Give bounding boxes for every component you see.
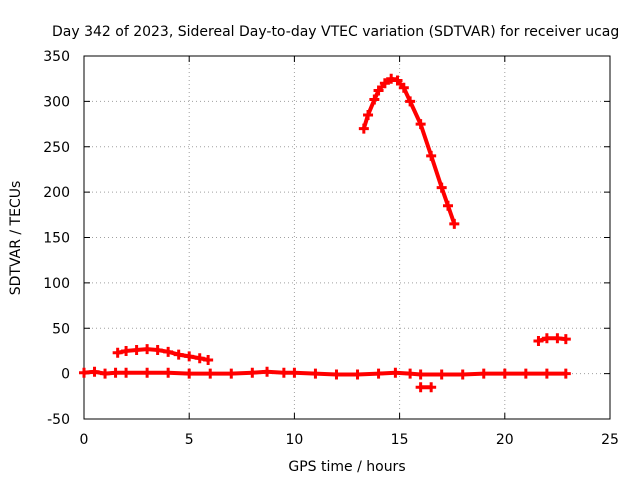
- data-point: [457, 369, 468, 380]
- x-tick-label: 10: [285, 432, 303, 448]
- x-axis-label: GPS time / hours: [288, 459, 405, 475]
- data-point: [405, 96, 416, 107]
- data-point: [152, 345, 163, 356]
- data-point: [173, 349, 184, 360]
- x-tick-label: 0: [80, 432, 89, 448]
- x-tick-label: 5: [185, 432, 194, 448]
- data-point: [131, 345, 142, 356]
- data-point: [205, 368, 216, 379]
- y-tick-label: 250: [43, 140, 70, 156]
- data-point: [369, 94, 380, 105]
- data-point: [203, 355, 214, 366]
- data-point: [415, 382, 426, 393]
- gridlines: [84, 56, 610, 419]
- data-point: [358, 123, 369, 134]
- data-point: [194, 353, 205, 364]
- data-point: [552, 333, 563, 344]
- data-point: [426, 150, 437, 161]
- data-point: [142, 367, 153, 378]
- y-tick-label: 200: [43, 185, 70, 201]
- data-point: [89, 366, 100, 377]
- data-point: [363, 109, 374, 120]
- x-tick-label: 15: [391, 432, 409, 448]
- data-point: [436, 182, 447, 193]
- data-point: [390, 367, 401, 378]
- data-point: [560, 334, 571, 345]
- data-point: [331, 369, 342, 380]
- data-point: [373, 368, 384, 379]
- data-point: [426, 382, 437, 393]
- data-point: [392, 75, 403, 86]
- data-point: [520, 368, 531, 379]
- series-early-morning-arc: [115, 347, 211, 362]
- data-point: [247, 367, 258, 378]
- data-point: [541, 368, 552, 379]
- data-point: [121, 367, 132, 378]
- plot-frame: [83, 55, 611, 420]
- data-point: [560, 368, 571, 379]
- data-point: [415, 369, 426, 380]
- data-point: [278, 367, 289, 378]
- data-point: [499, 368, 510, 379]
- y-tick-label: -50: [47, 412, 70, 428]
- data-point: [163, 367, 174, 378]
- axis-ticks: 0 5 10 15 20 25 -50 0 50 100 150 200 250 300 350: [43, 49, 619, 448]
- x-tick-label: 25: [601, 432, 619, 448]
- data-point: [386, 73, 397, 84]
- data-point: [184, 351, 195, 362]
- data-point: [289, 367, 300, 378]
- y-tick-label: 100: [43, 276, 70, 292]
- data-point: [352, 369, 363, 380]
- chart-title: Day 342 of 2023, Sidereal Day-to-day VTE…: [52, 24, 619, 40]
- data-point: [478, 368, 489, 379]
- data-point: [436, 369, 447, 380]
- data-point: [405, 368, 416, 379]
- data-point: [163, 346, 174, 357]
- data-point: [79, 367, 89, 378]
- data-point: [142, 344, 153, 355]
- data-point: [398, 82, 409, 93]
- y-tick-label: 0: [61, 367, 70, 383]
- data-point: [184, 368, 195, 379]
- y-tick-label: 350: [43, 49, 70, 65]
- data-point: [310, 368, 321, 379]
- y-tick-label: 50: [52, 321, 70, 337]
- data-point: [373, 85, 384, 96]
- y-tick-label: 300: [43, 94, 70, 110]
- x-tick-label: 20: [496, 432, 514, 448]
- data-point: [262, 366, 273, 377]
- data-point: [533, 335, 544, 346]
- y-tick-label: 150: [43, 231, 70, 247]
- data-point: [415, 119, 426, 130]
- series-baseline: [82, 369, 568, 377]
- data-point: [442, 200, 453, 211]
- data-series: [79, 73, 571, 393]
- y-axis-label: SDTVAR / TECUs: [8, 181, 24, 296]
- data-point: [121, 345, 132, 356]
- data-point: [110, 367, 121, 378]
- data-point: [541, 333, 552, 344]
- data-point: [226, 368, 237, 379]
- data-point: [112, 347, 123, 358]
- data-point: [379, 78, 390, 89]
- data-point: [100, 368, 111, 379]
- data-point: [449, 218, 460, 229]
